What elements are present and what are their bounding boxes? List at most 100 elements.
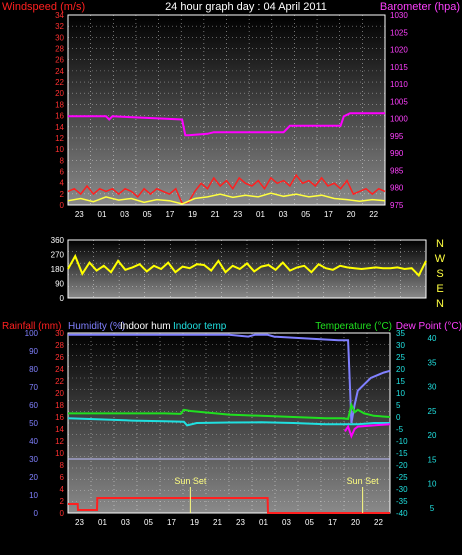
sun-set-label: Sun Set — [347, 476, 380, 486]
x-tick-label: 01 — [259, 518, 268, 527]
wind-baro-panel — [67, 14, 386, 206]
y-tick-label: 30 — [428, 383, 437, 392]
y-tick-label: 70 — [29, 383, 38, 392]
x-tick-label: 23 — [233, 210, 242, 219]
y-tick-label: 10 — [55, 449, 64, 458]
y-tick-label: 10 — [29, 491, 38, 500]
y-tick-label: 25 — [428, 407, 437, 416]
y-tick-label: 20 — [55, 89, 64, 98]
y-tick-label: -25 — [396, 473, 408, 482]
y-tick-label: 90 — [55, 280, 64, 289]
temperature-series — [68, 401, 391, 420]
y-tick-label: 22 — [55, 377, 64, 386]
y-tick-label: 2 — [60, 190, 65, 199]
y-tick-label: -35 — [396, 497, 408, 506]
x-tick-label: 17 — [167, 518, 176, 527]
humidity-series — [68, 333, 391, 424]
x-tick-label: 23 — [236, 518, 245, 527]
x-tick-label: 17 — [165, 210, 174, 219]
y-tick-label: 24 — [55, 67, 64, 76]
y-tick-label: 20 — [428, 431, 437, 440]
x-tick-label: 22 — [374, 518, 383, 527]
y-tick-label: 16 — [55, 413, 64, 422]
y-tick-label: 1015 — [390, 63, 408, 72]
x-tick-label: 23 — [75, 210, 84, 219]
y-tick-label: 20 — [55, 389, 64, 398]
compass-letter: N — [436, 238, 444, 250]
y-tick-label: 6 — [60, 167, 65, 176]
y-tick-label: 28 — [55, 45, 64, 54]
y-tick-label: 100 — [25, 329, 39, 338]
y-tick-label: 26 — [55, 353, 64, 362]
y-tick-label: 18 — [55, 401, 64, 410]
y-tick-label: 30 — [55, 33, 64, 42]
x-tick-label: 05 — [143, 210, 152, 219]
rainfall-axis-label: Rainfall (mm) — [2, 321, 61, 332]
y-tick-label: 0 — [396, 413, 401, 422]
x-tick-label: 05 — [301, 210, 310, 219]
rain-series — [68, 497, 390, 514]
y-tick-label: 980 — [390, 184, 404, 193]
y-tick-label: 28 — [55, 341, 64, 350]
y-tick-label: 60 — [29, 401, 38, 410]
y-tick-label: 360 — [51, 236, 65, 245]
x-tick-label: 21 — [211, 210, 220, 219]
y-tick-label: 14 — [55, 425, 64, 434]
x-tick-label: 20 — [351, 518, 360, 527]
x-tick-label: 01 — [98, 518, 107, 527]
y-tick-label: 1005 — [390, 97, 408, 106]
y-tick-label: 10 — [428, 480, 437, 489]
y-tick-label: 26 — [55, 56, 64, 65]
y-tick-label: 24 — [55, 365, 64, 374]
y-tick-label: 1020 — [390, 46, 408, 55]
y-tick-label: 34 — [55, 11, 64, 20]
x-tick-label: 17 — [328, 518, 337, 527]
x-tick-label: 03 — [279, 210, 288, 219]
y-tick-label: 270 — [51, 251, 65, 260]
y-tick-label: 35 — [428, 358, 437, 367]
y-tick-label: 4 — [60, 179, 65, 188]
baro-series — [68, 112, 385, 137]
dewpoint-axis-label: Dew Point (°C) — [396, 321, 462, 332]
y-tick-label: 10 — [396, 389, 405, 398]
y-tick-label: -5 — [396, 425, 404, 434]
x-tick-label: 03 — [121, 518, 130, 527]
y-tick-label: -20 — [396, 461, 408, 470]
y-tick-label: 14 — [55, 123, 64, 132]
y-tick-label: -15 — [396, 449, 408, 458]
y-tick-label: 0 — [34, 509, 39, 518]
compass-letter: N — [436, 298, 444, 310]
y-tick-label: 25 — [396, 353, 405, 362]
y-tick-label: 985 — [390, 166, 404, 175]
y-tick-label: 0 — [60, 201, 65, 210]
x-tick-label: 23 — [75, 518, 84, 527]
y-tick-label: 975 — [390, 201, 404, 210]
y-tick-label: -30 — [396, 485, 408, 494]
y-tick-label: 180 — [51, 265, 65, 274]
y-tick-label: 22 — [55, 78, 64, 87]
y-tick-label: 10 — [55, 145, 64, 154]
y-tick-label: 2 — [60, 497, 65, 506]
x-tick-label: 03 — [282, 518, 291, 527]
y-tick-label: 12 — [55, 134, 64, 143]
wind-series — [67, 173, 386, 205]
y-tick-label: 30 — [55, 329, 64, 338]
x-tick-label: 17 — [324, 210, 333, 219]
y-tick-label: 1010 — [390, 80, 408, 89]
x-tick-label: 05 — [144, 518, 153, 527]
y-tick-label: 18 — [55, 100, 64, 109]
y-tick-label: 50 — [29, 419, 38, 428]
y-tick-label: -10 — [396, 437, 408, 446]
indoor_temp-series — [67, 417, 390, 427]
x-tick-label: 19 — [188, 210, 197, 219]
y-tick-label: 995 — [390, 132, 404, 141]
x-tick-label: 03 — [120, 210, 129, 219]
y-tick-label: 8 — [60, 461, 65, 470]
y-tick-label: 40 — [428, 334, 437, 343]
y-tick-label: 15 — [396, 377, 405, 386]
y-tick-label: 15 — [428, 455, 437, 464]
y-tick-label: 8 — [60, 156, 65, 165]
y-tick-label: 30 — [396, 341, 405, 350]
x-tick-label: 21 — [213, 518, 222, 527]
